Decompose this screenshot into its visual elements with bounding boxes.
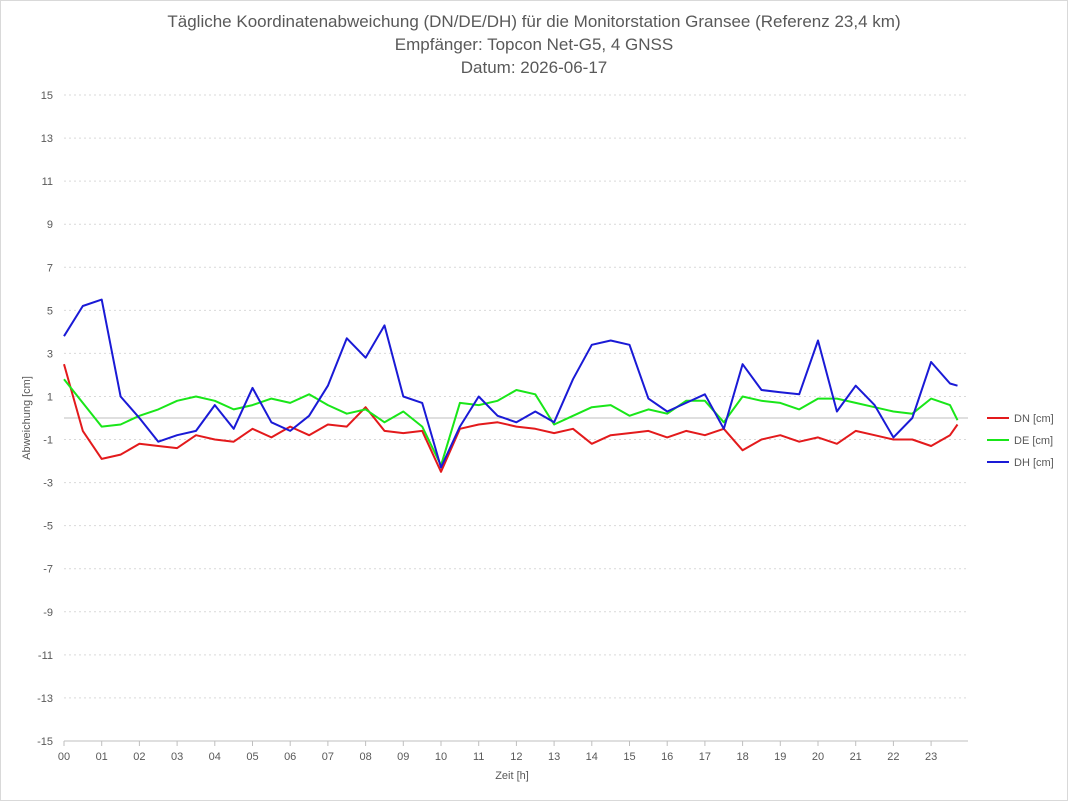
x-tick-label: 15 (623, 751, 635, 763)
y-tick-label: -15 (37, 736, 53, 748)
x-tick-label: 02 (133, 751, 145, 763)
x-tick-label: 19 (774, 751, 786, 763)
legend-label: DH [cm] (1014, 457, 1054, 469)
y-tick-label: 1 (47, 391, 53, 403)
y-tick-label: -1 (43, 435, 53, 447)
x-tick-label: 01 (96, 751, 108, 763)
x-tick-label: 21 (850, 751, 862, 763)
x-tick-label: 07 (322, 751, 334, 763)
y-tick-label: 11 (42, 176, 53, 188)
y-tick-label: -3 (43, 478, 53, 490)
x-tick-label: 20 (812, 751, 824, 763)
y-tick-label: -5 (43, 521, 53, 533)
legend: DN [cm] DE [cm] DH [cm] (987, 413, 1054, 469)
x-tick-labels: 00 01 02 03 04 05 06 07 08 09 10 11 12 13 14 15 16 17 18 19… (58, 741, 937, 763)
x-tick-label: 12 (510, 751, 522, 763)
x-tick-label: 23 (925, 751, 937, 763)
chart-subtitle: Empfänger: Topcon Net-G5, 4 GNSS (394, 35, 674, 54)
x-tick-label: 10 (435, 751, 447, 763)
x-tick-label: 04 (209, 751, 221, 763)
y-tick-label: -13 (37, 693, 53, 705)
y-tick-label: 3 (47, 348, 53, 360)
series-line-dn (63, 363, 959, 473)
chart-title: Tägliche Koordinatenabweichung (DN/DE/DH… (167, 12, 901, 31)
series-line-de (63, 378, 959, 467)
chart-date: Datum: 2026-06-17 (460, 58, 608, 77)
y-tick-label: 13 (41, 133, 53, 145)
y-tick-label: -11 (38, 650, 53, 662)
y-axis-title: Abweichung [cm] (21, 376, 33, 460)
x-tick-label: 14 (586, 751, 598, 763)
legend-label: DE [cm] (1014, 435, 1053, 447)
x-tick-label: 00 (58, 751, 70, 763)
x-tick-label: 22 (887, 751, 899, 763)
gridlines (64, 94, 968, 742)
y-tick-label: 9 (47, 219, 53, 231)
y-tick-labels: 15 13 11 9 7 5 3 1 -1 -3 -5 -7 -9 -11 -13 -15 (37, 90, 53, 748)
x-tick-label: 05 (246, 751, 258, 763)
x-tick-label: 03 (171, 751, 183, 763)
x-tick-label: 09 (397, 751, 409, 763)
y-tick-label: 7 (47, 262, 53, 274)
series-line-dh (63, 298, 958, 469)
y-tick-label: 15 (41, 90, 53, 102)
x-tick-label: 11 (473, 751, 484, 763)
x-tick-label: 06 (284, 751, 296, 763)
y-tick-label: 5 (47, 305, 53, 317)
x-tick-label: 08 (359, 751, 371, 763)
x-tick-label: 16 (661, 751, 673, 763)
y-tick-label: -9 (43, 607, 53, 619)
x-tick-label: 17 (699, 751, 711, 763)
series-lines (63, 298, 959, 473)
x-tick-label: 13 (548, 751, 560, 763)
x-tick-label: 18 (736, 751, 748, 763)
x-axis-title: Zeit [h] (495, 770, 529, 782)
legend-label: DN [cm] (1014, 413, 1054, 425)
y-tick-label: -7 (43, 564, 53, 576)
